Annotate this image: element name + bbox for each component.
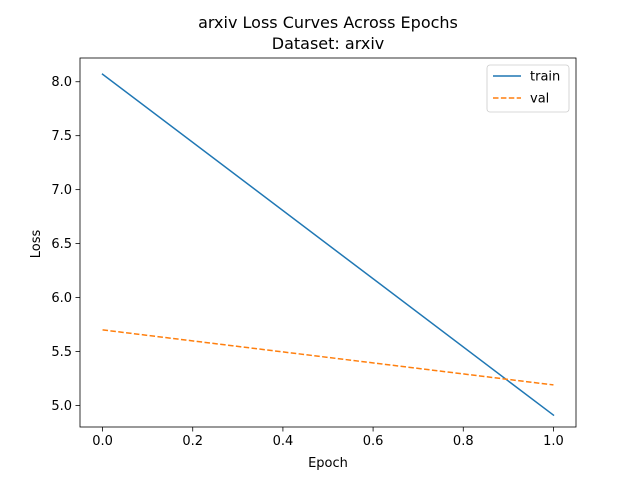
y-axis-label: Loss — [29, 230, 44, 259]
chart-subtitle: Dataset: arxiv — [272, 34, 384, 53]
x-tick-label: 0.8 — [453, 434, 474, 449]
y-tick-label: 7.5 — [51, 129, 72, 144]
chart-title: arxiv Loss Curves Across Epochs — [198, 13, 458, 32]
series-line-train — [101, 73, 555, 417]
y-tick-label: 8.0 — [51, 75, 72, 90]
x-tick-label: 0.2 — [182, 434, 203, 449]
y-tick-label: 5.5 — [51, 345, 72, 360]
y-tick-label: 5.0 — [51, 399, 72, 414]
axes-frame — [79, 57, 577, 428]
plot-area: 0.0 0.2 0.4 0.6 0.8 1.0 5.0 5.5 6.0 6.5 7.0 7.5 8.0 — [51, 57, 577, 449]
x-tick-label: 1.0 — [543, 434, 564, 449]
legend: train val — [486, 64, 570, 113]
y-tick-label: 6.5 — [51, 237, 72, 252]
legend-label-val: val — [530, 92, 549, 107]
x-axis-label: Epoch — [308, 456, 348, 471]
y-tick-label: 7.0 — [51, 183, 72, 198]
series-line-val — [102, 329, 554, 386]
y-tick-label: 6.0 — [51, 291, 72, 306]
x-tick-label: 0.6 — [363, 434, 384, 449]
legend-label-train: train — [530, 70, 560, 85]
x-tick-label: 0.4 — [273, 434, 294, 449]
x-tick-label: 0.0 — [92, 434, 113, 449]
